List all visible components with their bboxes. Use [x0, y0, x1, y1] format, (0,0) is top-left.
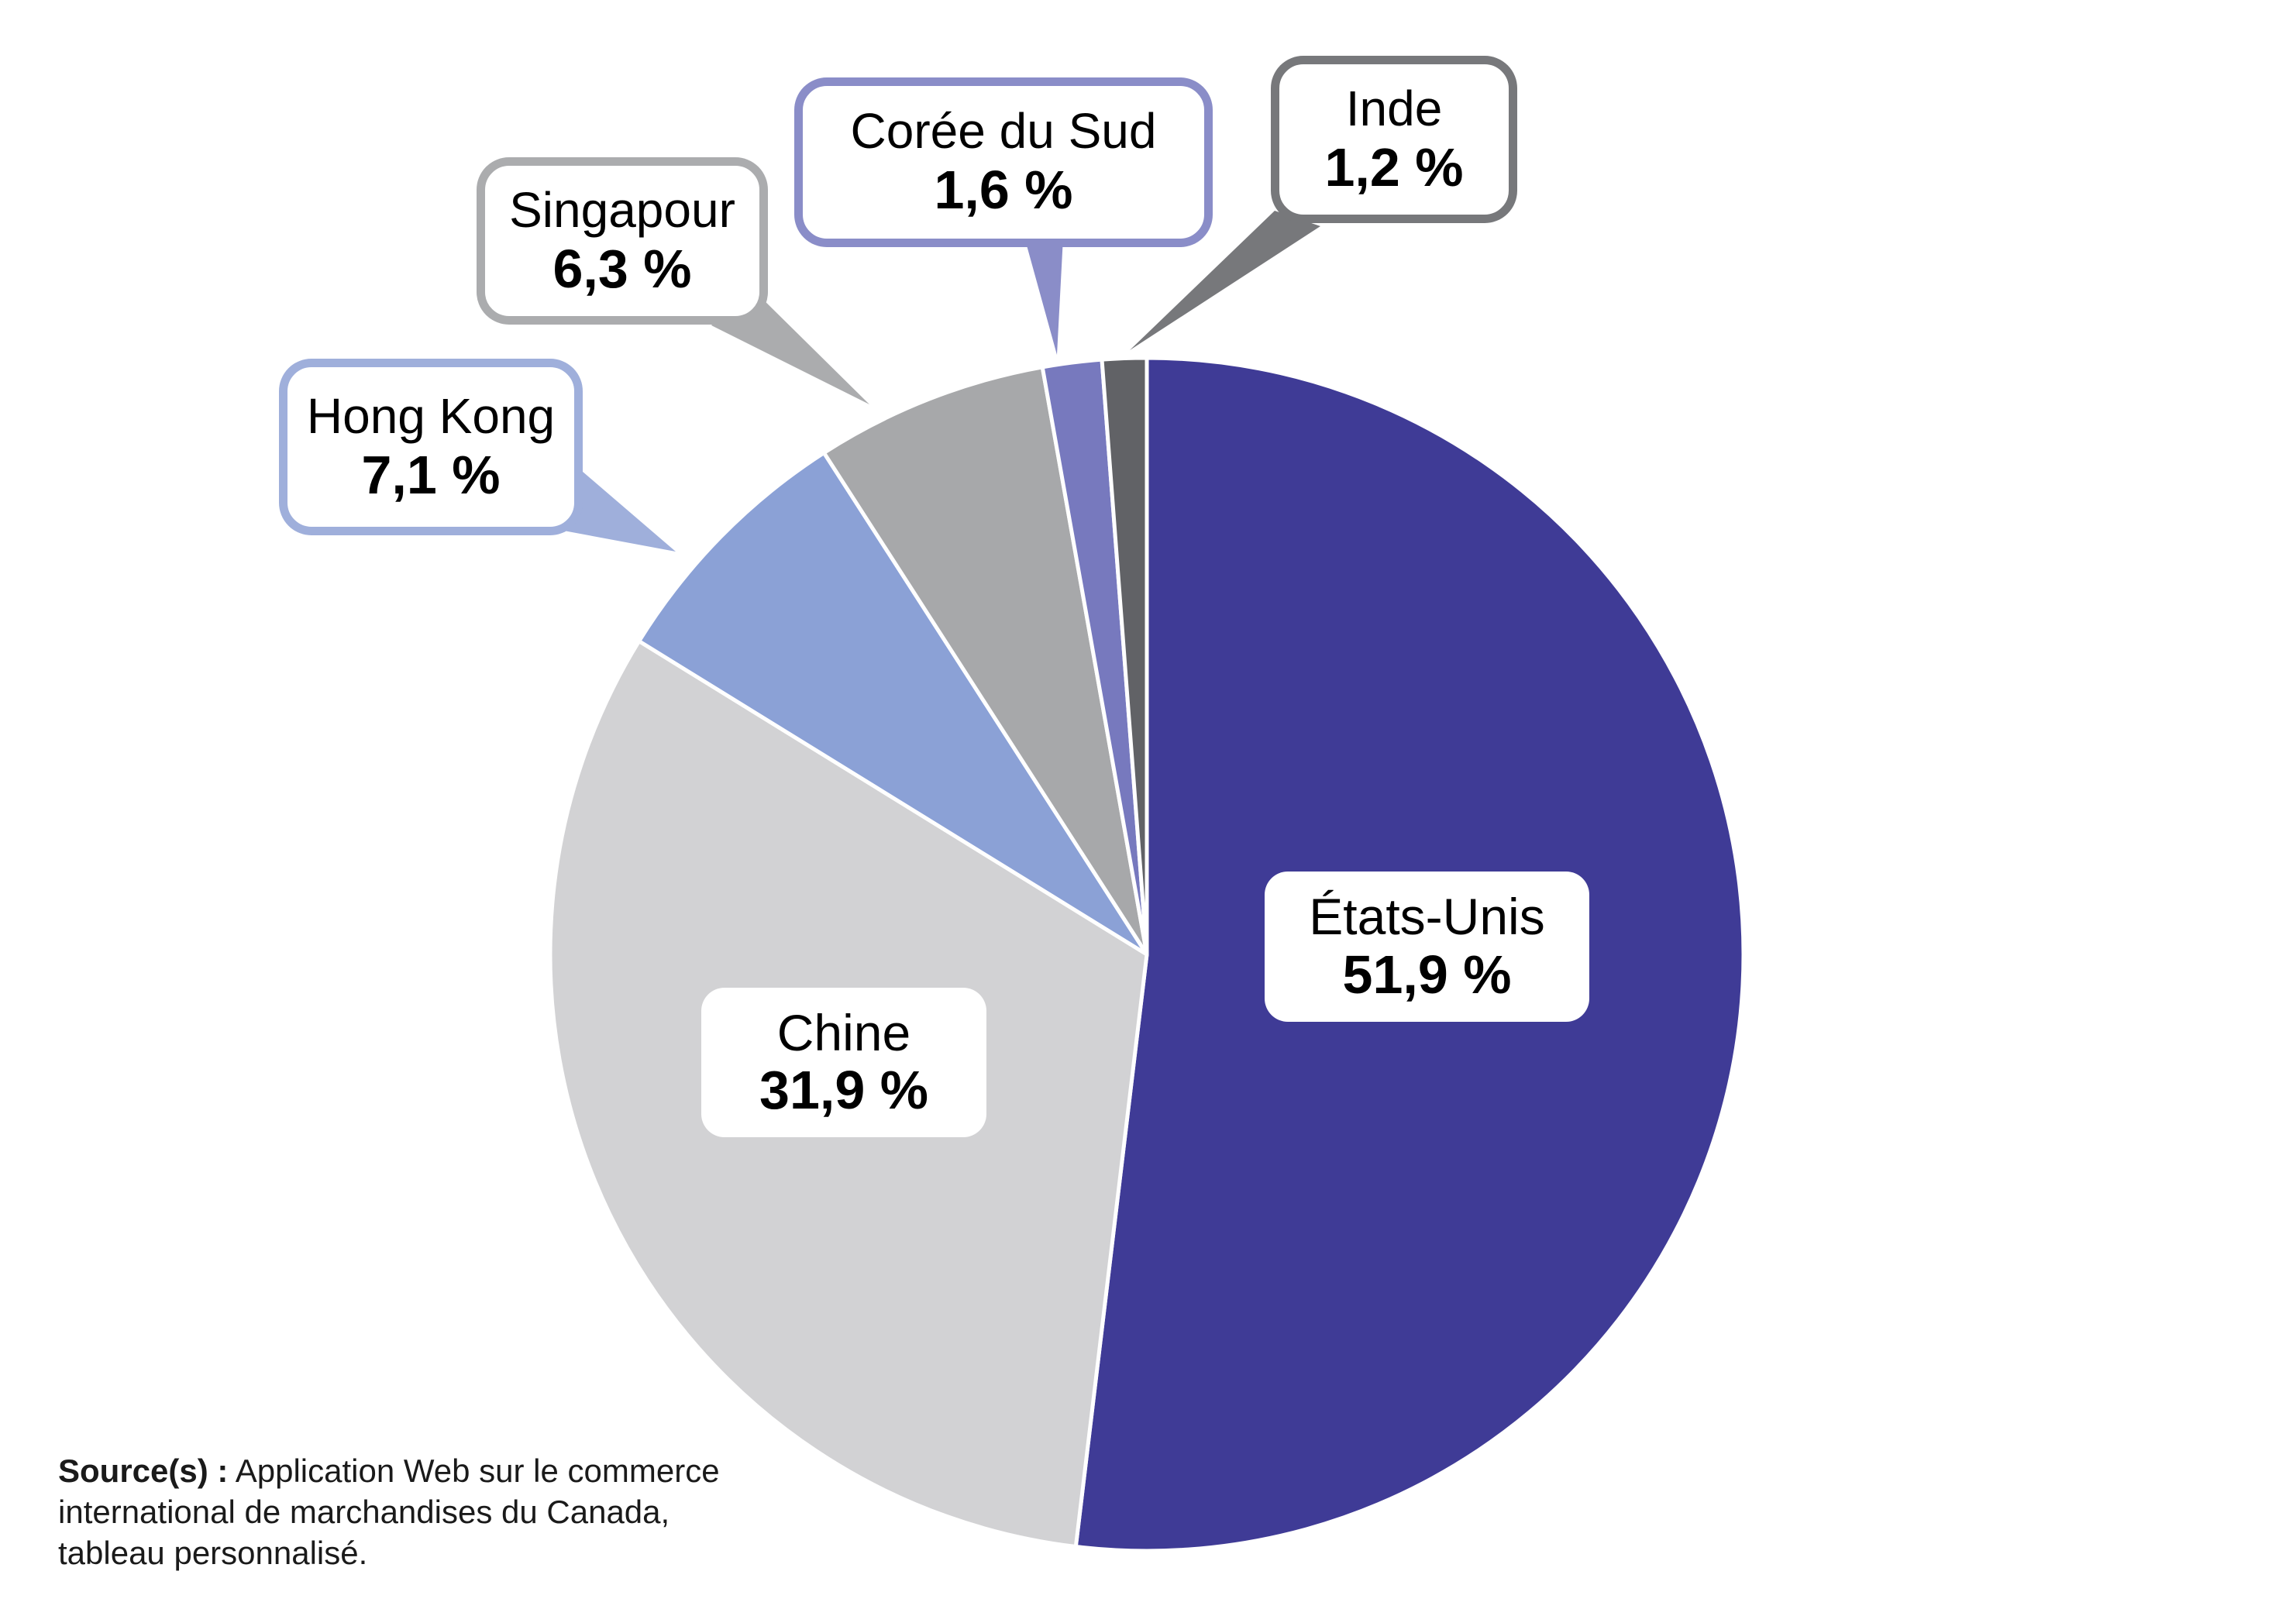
- callout-name: Singapour: [509, 181, 735, 238]
- source-line-1: Source(s) : Application Web sur le comme…: [58, 1450, 756, 1491]
- callout-tail-inde: [1130, 211, 1320, 350]
- callout-value: 1,6 %: [934, 160, 1073, 221]
- callout-coree-du-sud: Corée du Sud 1,6 %: [794, 77, 1213, 247]
- source-text: Application Web sur le commerce: [235, 1453, 720, 1489]
- pie-slice-2: [637, 450, 1149, 957]
- callout-value: 7,1 %: [361, 444, 501, 505]
- slice-label-name: États-Unis: [1309, 888, 1545, 946]
- slice-label-name: Chine: [776, 1003, 911, 1061]
- callout-value: 1,2 %: [1324, 136, 1464, 198]
- callout-inde: Inde 1,2 %: [1271, 56, 1517, 223]
- source-line-3: tableau personnalisé.: [58, 1535, 368, 1571]
- callout-name: Hong Kong: [306, 387, 556, 444]
- callout-name: Inde: [1345, 80, 1443, 136]
- callout-singapour: Singapour 6,3 %: [477, 157, 768, 325]
- callout-name: Corée du Sud: [850, 103, 1157, 160]
- source-note: Source(s) : Application Web sur le comme…: [58, 1450, 756, 1573]
- callout-hong-kong: Hong Kong 7,1 %: [279, 359, 583, 535]
- pie-slice-3: [821, 365, 1149, 957]
- callout-tail-hong-kong: [555, 448, 676, 552]
- pie-slice-5: [1100, 356, 1149, 957]
- source-label: Source(s) :: [58, 1453, 229, 1489]
- slice-label-chine: Chine 31,9 %: [701, 988, 986, 1137]
- slice-label-value: 31,9 %: [759, 1060, 928, 1121]
- callout-tail-coree-du-sud: [1024, 237, 1063, 355]
- source-line-2: international de marchandises du Canada,: [58, 1494, 670, 1530]
- slice-label-etats-unis: États-Unis 51,9 %: [1265, 872, 1589, 1022]
- callout-value: 6,3 %: [552, 238, 692, 299]
- slice-label-value: 51,9 %: [1342, 944, 1512, 1005]
